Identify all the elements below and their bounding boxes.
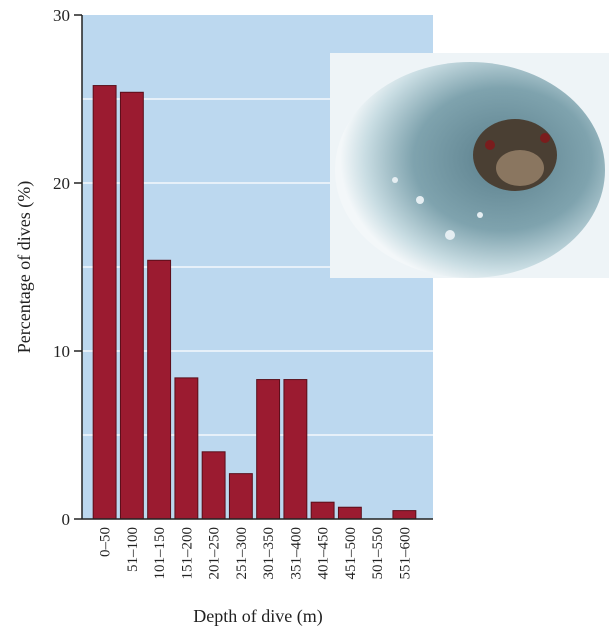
y-tick-label: 20 — [53, 174, 70, 193]
bar — [284, 380, 307, 519]
seal-eye — [485, 140, 495, 150]
ice-fleck — [445, 230, 455, 240]
chart: 0 10 20 30 0–50 51–100 101–150 151–200 201–250 25… — [0, 0, 609, 635]
bar — [338, 507, 361, 519]
ice-fleck — [416, 196, 424, 204]
x-tick-label: 451–500 — [343, 527, 359, 580]
y-tick-label: 0 — [62, 510, 71, 529]
x-tick-label: 551–600 — [397, 527, 413, 580]
bar — [202, 452, 225, 519]
x-tick-label: 401–450 — [316, 527, 332, 580]
y-tick-label: 30 — [53, 6, 70, 25]
x-axis-title: Depth of dive (m) — [193, 606, 322, 627]
y-tick-label: 10 — [53, 342, 70, 361]
x-tick-label: 201–250 — [207, 527, 223, 580]
bar — [93, 86, 116, 519]
bar — [148, 260, 171, 519]
bar — [229, 474, 252, 519]
bar — [120, 92, 143, 519]
y-axis-title: Percentage of dives (%) — [14, 181, 35, 353]
ice-fleck — [477, 212, 483, 218]
x-tick-label: 251–300 — [234, 527, 250, 580]
seal-eye — [540, 133, 550, 143]
bar — [257, 380, 280, 519]
x-tick-label: 151–200 — [179, 527, 195, 580]
x-tick-label: 51–100 — [125, 527, 141, 572]
bar — [175, 378, 198, 519]
x-tick-label: 501–550 — [370, 527, 386, 580]
seal-muzzle — [496, 150, 544, 186]
x-tick-label: 101–150 — [152, 527, 168, 580]
x-tick-label: 0–50 — [98, 527, 114, 557]
bar — [311, 502, 334, 519]
photo — [330, 53, 609, 278]
bar — [393, 511, 416, 519]
ice-fleck — [392, 177, 398, 183]
x-tick-label: 301–350 — [261, 527, 277, 580]
ice-hole — [335, 62, 605, 278]
x-tick-label: 351–400 — [288, 527, 304, 580]
